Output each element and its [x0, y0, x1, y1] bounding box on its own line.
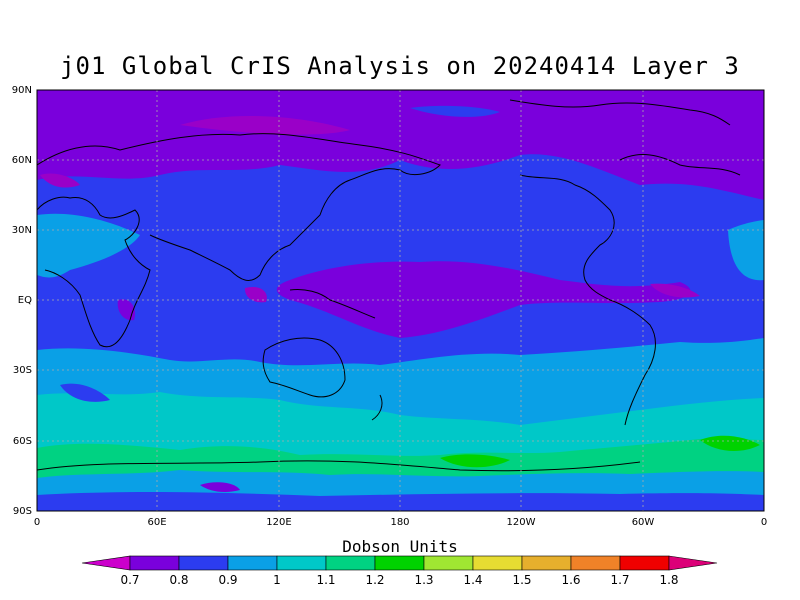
colorbar-tick-label: 0.7	[120, 573, 139, 587]
colorbar-swatch	[129, 555, 180, 571]
lat-label: 30S	[13, 365, 32, 376]
colorbar-tick-label: 1.4	[463, 573, 482, 587]
colorbar-swatch	[276, 555, 327, 571]
colorbar-swatch	[619, 555, 670, 571]
colorbar-swatch	[521, 555, 572, 571]
colorbar-tick-label: 1.7	[610, 573, 629, 587]
colorbar-swatch	[227, 555, 278, 571]
colorbar-swatch	[423, 555, 474, 571]
map-title: j01 Global CrIS Analysis on 20240414 Lay…	[60, 52, 740, 80]
lon-label: 120W	[507, 517, 536, 528]
lon-label: 0	[34, 517, 40, 528]
colorbar-tick-label: 1.8	[659, 573, 678, 587]
lon-label: 120E	[266, 517, 291, 528]
lat-label: 90N	[12, 85, 32, 96]
lon-label: 60W	[632, 517, 655, 528]
colorbar-tick-label: 1.3	[414, 573, 433, 587]
ozone-field	[37, 90, 764, 511]
lon-label: 60E	[147, 517, 166, 528]
colorbar-swatch	[374, 555, 425, 571]
colorbar-swatch	[178, 555, 229, 571]
colorbar-arrow-high	[668, 555, 718, 571]
lat-label: EQ	[18, 295, 32, 306]
lat-label: 90S	[13, 506, 32, 517]
colorbar-swatch	[570, 555, 621, 571]
colorbar-tick-label: 1.6	[561, 573, 580, 587]
colorbar-tick-label: 1.5	[512, 573, 531, 587]
latitude-labels: 90N 60N 30N EQ 30S 60S 90S	[12, 85, 32, 517]
lon-label: 180	[390, 517, 409, 528]
longitude-labels: 0 60E 120E 180 120W 60W 0	[34, 517, 767, 528]
lat-label: 60N	[12, 155, 32, 166]
colorbar-arrow-low	[81, 555, 131, 571]
colorbar-swatch	[472, 555, 523, 571]
colorbar-tick-label: 1.2	[365, 573, 384, 587]
map-frame	[36, 89, 765, 512]
lat-label: 60S	[13, 436, 32, 447]
graticule	[37, 90, 764, 511]
lon-label: 0	[761, 517, 767, 528]
colorbar-tick-label: 0.8	[169, 573, 188, 587]
colorbar-title: Dobson Units	[342, 537, 458, 556]
colorbar-tick-label: 1	[273, 573, 281, 587]
coastlines	[37, 99, 741, 472]
colorbar: 0.7 0.8 0.9 1 1.1 1.2 1.3 1.4 1.5 1.6 1.7 1.8	[81, 555, 718, 587]
colorbar-tick-label: 0.9	[218, 573, 237, 587]
colorbar-tick-label: 1.1	[316, 573, 335, 587]
colorbar-swatch	[325, 555, 376, 571]
lat-label: 30N	[12, 225, 32, 236]
